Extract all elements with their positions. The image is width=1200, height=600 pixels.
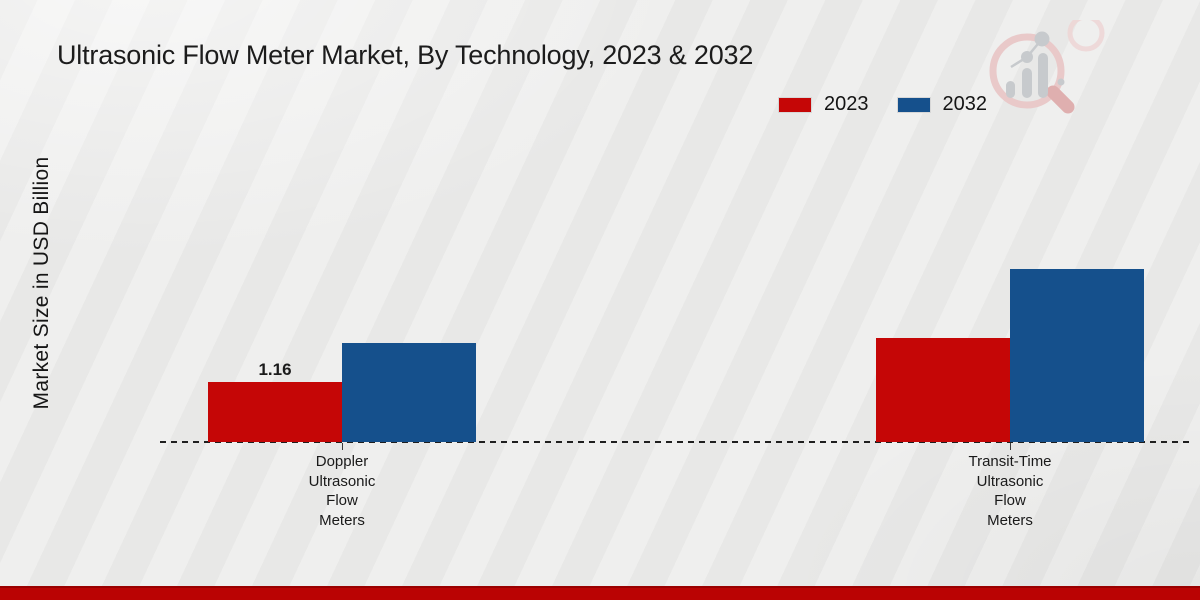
x-axis-label-line: Flow [326, 492, 358, 509]
legend-swatch-2032 [896, 96, 931, 113]
chart-title: Ultrasonic Flow Meter Market, By Technol… [57, 40, 754, 70]
x-axis-label-line: Meters [987, 511, 1033, 529]
x-axis-label-line: Flow [994, 492, 1026, 509]
legend-label-2023: 2023 [824, 93, 869, 115]
x-axis-category-label: Doppler Ultrasonic Flow Meters [242, 452, 442, 530]
legend-label-2032: 2032 [942, 93, 988, 115]
bar-2032-category-1 [1010, 269, 1144, 442]
y-axis-label: Market Size in USD Billion [30, 156, 53, 410]
legend: 2023 2032 [778, 93, 987, 116]
x-axis-label-line: Ultrasonic [308, 472, 376, 490]
bar-2023-category-1 [876, 338, 1010, 442]
legend-swatch-2023 [778, 96, 812, 113]
bar-2023-category-0 [208, 382, 342, 442]
logo-bar-small [1006, 81, 1015, 98]
logo-dot-large [1034, 31, 1050, 47]
x-axis-category-label: Transit-Time Ultrasonic Flow Meters [910, 452, 1110, 530]
x-axis-label-line: Ultrasonic [976, 472, 1044, 490]
legend-item-2023: 2023 [778, 93, 869, 116]
logo-bar-tall [1038, 53, 1048, 98]
logo-dot-medium [1021, 51, 1033, 63]
logo-ring [989, 33, 1065, 109]
x-axis-label-line: Transit-Time [968, 453, 1052, 470]
x-axis-baseline [160, 441, 1190, 443]
x-axis-tick [1010, 443, 1011, 450]
logo-dot-small [1057, 78, 1065, 86]
bar-2032-category-0 [342, 343, 476, 442]
bottom-accent-band [0, 586, 1200, 600]
legend-item-2032: 2032 [896, 93, 988, 116]
bar-value-label: 1.16 [258, 360, 292, 379]
logo-bar-medium [1022, 68, 1032, 98]
x-axis-label-line: Doppler [315, 453, 369, 470]
x-axis-tick [342, 443, 343, 450]
logo-accent-ring [1067, 20, 1105, 52]
market-research-logo [989, 20, 1105, 114]
x-axis-label-line: Meters [319, 511, 365, 529]
logo-handle [1046, 85, 1075, 114]
